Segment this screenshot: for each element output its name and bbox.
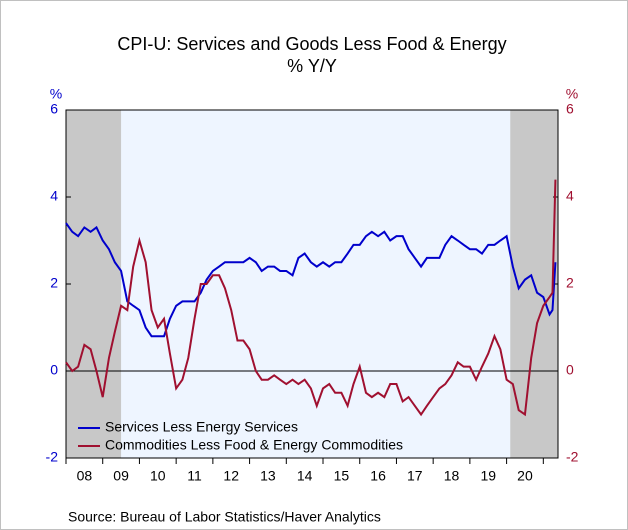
y-unit: %: [50, 86, 62, 102]
x-tick-label: 09: [113, 468, 129, 484]
x-tick-label: 13: [260, 468, 276, 484]
legend-label: Services Less Energy Services: [105, 419, 298, 435]
legend-label: Commodities Less Food & Energy Commoditi…: [105, 437, 403, 453]
x-tick-label: 16: [370, 468, 386, 484]
chart-subtitle: % Y/Y: [287, 56, 337, 76]
recession-shading: [66, 110, 122, 458]
x-tick-label: 10: [150, 468, 166, 484]
y2-tick-label: 4: [566, 188, 574, 204]
chart-title: CPI-U: Services and Goods Less Food & En…: [117, 34, 506, 54]
y-tick-label: 0: [50, 362, 58, 378]
series-line: [65, 222, 557, 338]
source: Source: Bureau of Labor Statistics/Haver…: [68, 509, 381, 525]
y2-unit: %: [566, 86, 578, 102]
x-tick-label: 18: [444, 468, 460, 484]
x-tick-label: 12: [223, 468, 239, 484]
y2-tick-label: 0: [566, 362, 574, 378]
plot-border: [65, 109, 559, 459]
y2-tick-label: 6: [566, 101, 574, 117]
x-tick-label: 14: [297, 468, 313, 484]
y2-tick-label: -2: [566, 449, 579, 465]
y-tick-label: 6: [50, 101, 58, 117]
y-tick-label: 4: [50, 188, 58, 204]
x-tick-label: 17: [407, 468, 423, 484]
x-tick-label: 11: [187, 468, 202, 484]
y-tick-label: -2: [46, 449, 59, 465]
plot-area: [66, 110, 558, 458]
x-tick-label: 20: [517, 468, 533, 484]
x-tick-label: 08: [77, 468, 93, 484]
x-tick-label: 19: [480, 468, 496, 484]
y-tick-label: 2: [50, 275, 58, 291]
series-line: [65, 179, 557, 417]
x-tick-label: 15: [334, 468, 350, 484]
y2-tick-label: 2: [566, 275, 574, 291]
